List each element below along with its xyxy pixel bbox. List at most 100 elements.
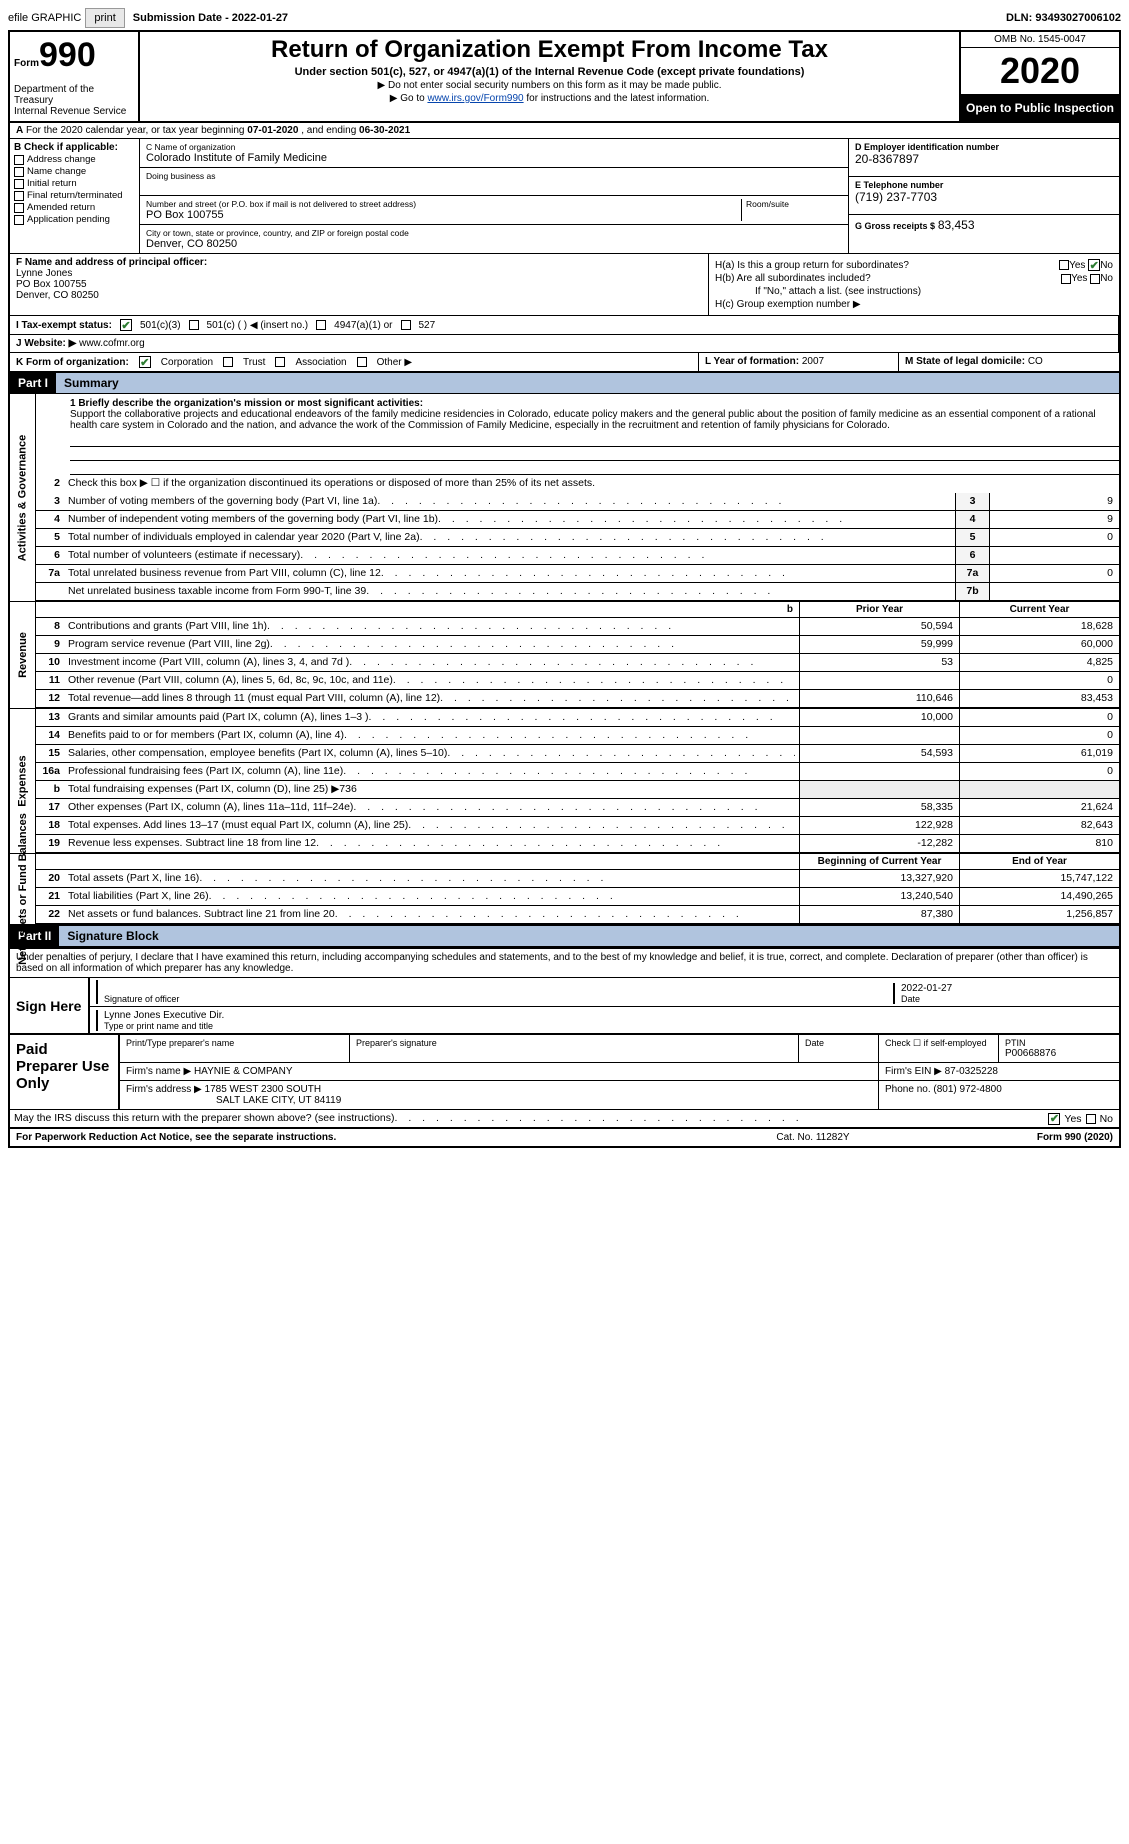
room-suite-lbl: Room/suite [742,199,842,221]
gov-row: 5Total number of individuals employed in… [36,529,1119,547]
firm-phone: (801) 972-4800 [933,1084,1001,1095]
chk-final-return[interactable] [14,191,24,201]
officer-print-name: Lynne Jones Executive Dir. [104,1010,1093,1021]
part-2-header: Part II Signature Block [10,924,1119,947]
state-domicile: CO [1028,356,1043,367]
section-f-h: F Name and address of principal officer:… [10,254,1119,316]
hdr-current-year: Current Year [959,602,1119,617]
col-b-checkboxes: B Check if applicable: Address change Na… [10,139,140,253]
data-row: 10Investment income (Part VIII, column (… [36,654,1119,672]
chk-assoc[interactable] [275,357,285,367]
officer-addr1: PO Box 100755 [16,279,702,290]
data-row: 21Total liabilities (Part X, line 26)13,… [36,888,1119,906]
row-k-form-org: K Form of organization: ✔Corporation Tru… [10,353,1119,373]
irs-link[interactable]: www.irs.gov/Form990 [427,93,523,104]
revenue-section: Revenue b Prior Year Current Year 8Contr… [10,601,1119,708]
sig-date: 2022-01-27 [901,983,1093,994]
data-row: 17Other expenses (Part IX, column (A), l… [36,799,1119,817]
print-button[interactable]: print [85,8,124,28]
part-1-header: Part I Summary [10,373,1119,394]
ssn-note: ▶ Do not enter social security numbers o… [148,80,951,91]
signature-block: Under penalties of perjury, I declare th… [10,947,1119,1127]
data-row: 15Salaries, other compensation, employee… [36,745,1119,763]
row-a-tax-year: A For the 2020 calendar year, or tax yea… [10,123,1119,139]
net-assets-section: Net Assets or Fund Balances Beginning of… [10,853,1119,924]
chk-trust[interactable] [223,357,233,367]
firm-addr2: SALT LAKE CITY, UT 84119 [216,1095,341,1106]
section-b-through-g: B Check if applicable: Address change Na… [10,139,1119,254]
chk-4947[interactable] [316,320,326,330]
org-name: Colorado Institute of Family Medicine [146,152,842,164]
row-j-website: J Website: ▶ www.cofmr.org [10,335,1119,353]
chk-initial-return[interactable] [14,179,24,189]
sidebar-expenses: Expenses [17,755,29,806]
ein: 20-8367897 [855,152,1113,166]
chk-other[interactable] [357,357,367,367]
col-d-right: D Employer identification number 20-8367… [849,139,1119,253]
street-address: PO Box 100755 [146,209,737,221]
submission-date: Submission Date - 2022-01-27 [133,12,288,24]
chk-527[interactable] [401,320,411,330]
omb-number: OMB No. 1545-0047 [961,32,1119,48]
form-header: Form990 Department of the Treasury Inter… [10,32,1119,123]
row-i-tax-status: I Tax-exempt status: ✔501(c)(3) 501(c) (… [10,316,1119,335]
form-title: Return of Organization Exempt From Incom… [148,36,951,64]
tax-year: 2020 [961,48,1119,95]
discuss-no[interactable] [1086,1114,1096,1124]
sidebar-net-assets: Net Assets or Fund Balances [17,813,29,965]
hdr-end-year: End of Year [959,854,1119,869]
data-row: 16aProfessional fundraising fees (Part I… [36,763,1119,781]
gov-row: 3Number of voting members of the governi… [36,493,1119,511]
governance-section: Activities & Governance 1 Briefly descri… [10,394,1119,601]
sidebar-governance: Activities & Governance [17,434,29,561]
paid-preparer-label: Paid Preparer Use Only [10,1035,120,1109]
data-row: 20Total assets (Part X, line 16)13,327,9… [36,870,1119,888]
firm-addr1: 1785 WEST 2300 SOUTH [205,1084,322,1095]
chk-name-change[interactable] [14,167,24,177]
phone: (719) 237-7703 [855,190,1113,204]
city-state-zip: Denver, CO 80250 [146,238,842,250]
officer-name: Lynne Jones [16,268,702,279]
data-row: 11Other revenue (Part VIII, column (A), … [36,672,1119,690]
gov-row: Net unrelated business taxable income fr… [36,583,1119,601]
data-row: 14Benefits paid to or for members (Part … [36,727,1119,745]
chk-501c3[interactable]: ✔ [120,319,132,331]
data-row: 18Total expenses. Add lines 13–17 (must … [36,817,1119,835]
ha-yes[interactable] [1059,260,1069,270]
col-c-org-info: C Name of organization Colorado Institut… [140,139,849,253]
firm-ein: 87-0325228 [945,1066,998,1077]
firm-name: HAYNIE & COMPANY [194,1066,293,1077]
hb-yes[interactable] [1061,274,1071,284]
chk-amended[interactable] [14,203,24,213]
form-number: Form990 [14,36,134,75]
sign-here-label: Sign Here [10,978,90,1033]
form-subtitle: Under section 501(c), 527, or 4947(a)(1)… [148,66,951,78]
data-row: bTotal fundraising expenses (Part IX, co… [36,781,1119,799]
chk-address-change[interactable] [14,155,24,165]
ptin: P00668876 [1005,1048,1113,1059]
open-to-public: Open to Public Inspection [961,95,1119,121]
discuss-yes[interactable]: ✔ [1048,1113,1060,1125]
chk-corp[interactable]: ✔ [139,356,151,368]
website: www.cofmr.org [79,338,145,349]
form-container: Form990 Department of the Treasury Inter… [8,30,1121,1148]
data-row: 22Net assets or fund balances. Subtract … [36,906,1119,924]
hdr-begin-year: Beginning of Current Year [799,854,959,869]
top-toolbar: efile GRAPHIC print Submission Date - 20… [8,8,1121,28]
chk-app-pending[interactable] [14,215,24,225]
dept-treasury: Department of the Treasury [14,84,134,106]
efile-label: efile GRAPHIC [8,12,81,24]
gov-row: 7aTotal unrelated business revenue from … [36,565,1119,583]
data-row: 12Total revenue—add lines 8 through 11 (… [36,690,1119,708]
hb-note: If "No," attach a list. (see instruction… [715,286,1113,297]
gov-row: 4Number of independent voting members of… [36,511,1119,529]
officer-addr2: Denver, CO 80250 [16,290,702,301]
hb-no[interactable] [1090,274,1100,284]
data-row: 13Grants and similar amounts paid (Part … [36,709,1119,727]
expenses-section: Expenses 13Grants and similar amounts pa… [10,708,1119,853]
data-row: 9Program service revenue (Part VIII, lin… [36,636,1119,654]
dept-irs: Internal Revenue Service [14,106,134,117]
hdr-prior-year: Prior Year [799,602,959,617]
chk-501c[interactable] [189,320,199,330]
ha-no[interactable]: ✔ [1088,259,1100,271]
